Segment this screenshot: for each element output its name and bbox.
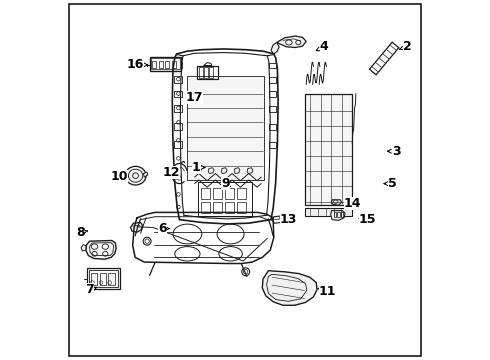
Bar (90, 270, 118, 287)
Bar (270, 77, 276, 83)
Bar (209, 67, 213, 78)
Text: 1: 1 (192, 161, 205, 174)
Bar (337, 212, 340, 217)
Bar (213, 202, 222, 213)
Text: 9: 9 (221, 177, 230, 190)
Bar (237, 202, 245, 213)
Bar (225, 202, 234, 213)
Bar (197, 66, 219, 79)
Text: 16: 16 (126, 58, 147, 71)
Bar (201, 202, 210, 213)
Bar (237, 188, 245, 199)
Text: 2: 2 (400, 40, 412, 53)
Polygon shape (234, 168, 240, 174)
Text: 5: 5 (384, 177, 397, 190)
Bar (174, 62, 182, 68)
Text: 15: 15 (359, 213, 376, 226)
Bar (151, 58, 180, 69)
Text: 13: 13 (279, 213, 297, 226)
Polygon shape (331, 211, 345, 220)
Polygon shape (221, 168, 227, 174)
Bar (99, 273, 106, 285)
Bar (213, 188, 222, 199)
Polygon shape (277, 36, 306, 48)
Text: 6: 6 (158, 222, 170, 235)
Bar (108, 273, 115, 285)
Bar (174, 123, 182, 130)
Polygon shape (247, 168, 253, 174)
Ellipse shape (125, 166, 146, 185)
Bar (225, 188, 234, 199)
Polygon shape (271, 42, 279, 54)
Bar (149, 57, 181, 71)
Bar (305, 208, 352, 216)
Text: 12: 12 (163, 166, 180, 179)
Bar (270, 63, 276, 68)
Bar (270, 91, 276, 97)
Bar (152, 61, 156, 68)
Bar (270, 142, 276, 148)
Text: 8: 8 (76, 226, 87, 239)
Bar (199, 67, 202, 78)
Text: 7: 7 (85, 283, 97, 296)
Bar (187, 76, 264, 180)
Bar (91, 273, 98, 285)
Bar (270, 106, 276, 112)
Polygon shape (81, 245, 86, 251)
Polygon shape (208, 168, 214, 174)
Polygon shape (130, 222, 143, 232)
Bar (204, 67, 208, 78)
Bar (165, 61, 170, 68)
Polygon shape (196, 168, 201, 174)
Bar (334, 212, 336, 217)
Bar (201, 188, 210, 199)
Bar (174, 105, 182, 112)
Bar (174, 141, 182, 148)
Polygon shape (331, 200, 342, 205)
Text: 4: 4 (316, 40, 329, 53)
Text: 3: 3 (388, 145, 400, 158)
Text: 11: 11 (318, 285, 337, 298)
Text: 10: 10 (110, 170, 128, 183)
Polygon shape (86, 240, 116, 259)
Bar (305, 94, 352, 205)
Polygon shape (272, 216, 284, 223)
Bar (174, 91, 182, 97)
Bar (159, 61, 163, 68)
Text: 17: 17 (185, 91, 203, 104)
Bar (198, 182, 252, 216)
Text: 14: 14 (343, 197, 361, 210)
Bar (341, 212, 343, 217)
Polygon shape (262, 271, 317, 305)
Bar (87, 268, 121, 289)
Bar (174, 76, 182, 83)
Bar (270, 124, 276, 130)
Bar (172, 61, 176, 68)
Polygon shape (144, 172, 148, 177)
